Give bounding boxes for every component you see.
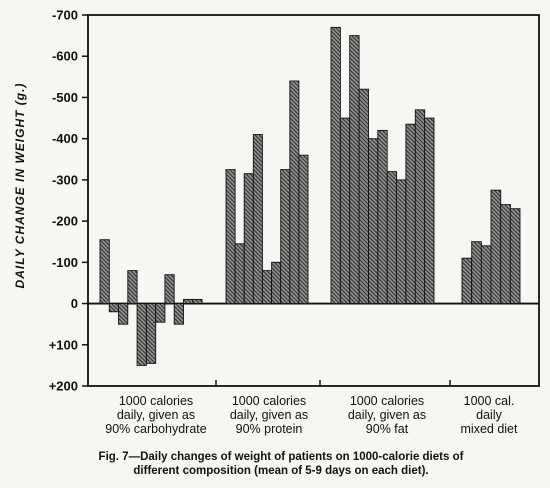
- x-group-label-line: 90% fat: [366, 422, 409, 436]
- bar-group3-1: [330, 26, 341, 305]
- figure-caption-line: different composition (mean of 5-9 days …: [133, 465, 428, 477]
- figure-caption-line: Fig. 7—Daily changes of weight of patien…: [99, 451, 464, 463]
- bar-group4-6: [509, 208, 521, 304]
- bar-group1-9: [173, 303, 184, 325]
- x-group-label-line: 1000 cal.: [464, 394, 515, 408]
- bars-layer: [99, 26, 521, 366]
- y-tick-label: -700: [52, 8, 78, 23]
- y-tick-label: -100: [52, 255, 78, 270]
- bar-group3-11: [424, 117, 435, 305]
- bar-group4-5: [500, 204, 511, 304]
- bar-group1-1: [99, 239, 110, 305]
- bar-group1-11: [192, 298, 203, 304]
- x-group-label-line: 1000 calories: [350, 394, 424, 408]
- bar-group1-3: [118, 303, 129, 325]
- bar-group2-9: [298, 154, 309, 305]
- bar-group1-6: [145, 303, 157, 364]
- bar-group2-4: [252, 134, 263, 304]
- bar-group3-9: [405, 123, 416, 304]
- bar-group3-5: [368, 138, 379, 305]
- bar-group1-8: [164, 274, 175, 305]
- bar-group1-7: [155, 303, 166, 323]
- x-group-label-line: daily, given as: [230, 408, 308, 422]
- bar-group3-6: [377, 129, 388, 304]
- bar-group3-3: [349, 35, 360, 304]
- bar-group4-2: [471, 241, 482, 304]
- y-tick-label: +100: [49, 337, 78, 352]
- y-tick-label: -300: [52, 172, 78, 187]
- bar-group2-2: [234, 243, 245, 305]
- bar-group2-6: [271, 261, 282, 304]
- bar-group1-5: [136, 303, 147, 366]
- y-tick-label: +200: [49, 379, 78, 394]
- x-group-label-line: mixed diet: [461, 422, 518, 436]
- y-tick-label: -200: [52, 214, 78, 229]
- x-group-label-line: 1000 calories: [232, 394, 306, 408]
- y-axis-label: DAILY CHANGE IN WEIGHT (g.): [13, 83, 27, 289]
- bar-group2-1: [225, 169, 236, 305]
- bar-group1-10: [183, 298, 194, 304]
- x-group-label-line: 1000 calories: [119, 394, 193, 408]
- bar-group2-5: [261, 270, 272, 305]
- bar-group1-2: [108, 303, 120, 313]
- bar-group3-8: [396, 179, 407, 305]
- x-group-label-line: 90% carbohydrate: [105, 422, 207, 436]
- bar-group3-4: [358, 88, 369, 305]
- bar-group3-10: [414, 109, 426, 304]
- plot-frame: [87, 14, 540, 387]
- labels-layer: -700 -600 -500 -400 -300 -200 -100 0 +100 +200 DAI…: [13, 8, 518, 478]
- bar-group4-3: [480, 245, 492, 304]
- y-tick-label: 0: [71, 296, 78, 311]
- bar-group2-3: [243, 173, 254, 304]
- x-group-label-line: daily, given as: [117, 408, 195, 422]
- y-tick-label: -400: [52, 131, 78, 146]
- y-tick-label: -600: [52, 49, 78, 64]
- bar-group3-2: [339, 117, 351, 305]
- x-group-label-line: 90% protein: [236, 422, 303, 436]
- bar-group1-4: [127, 270, 138, 305]
- x-group-label-line: daily: [476, 408, 502, 422]
- bar-group3-7: [386, 171, 398, 304]
- bar-group2-8: [289, 80, 300, 305]
- bar-group4-1: [461, 257, 473, 304]
- y-tick-label: -500: [52, 90, 78, 105]
- bar-group4-4: [490, 189, 502, 305]
- x-group-label-line: daily, given as: [348, 408, 426, 422]
- bar-group2-7: [280, 169, 291, 305]
- plot-border: [87, 14, 540, 387]
